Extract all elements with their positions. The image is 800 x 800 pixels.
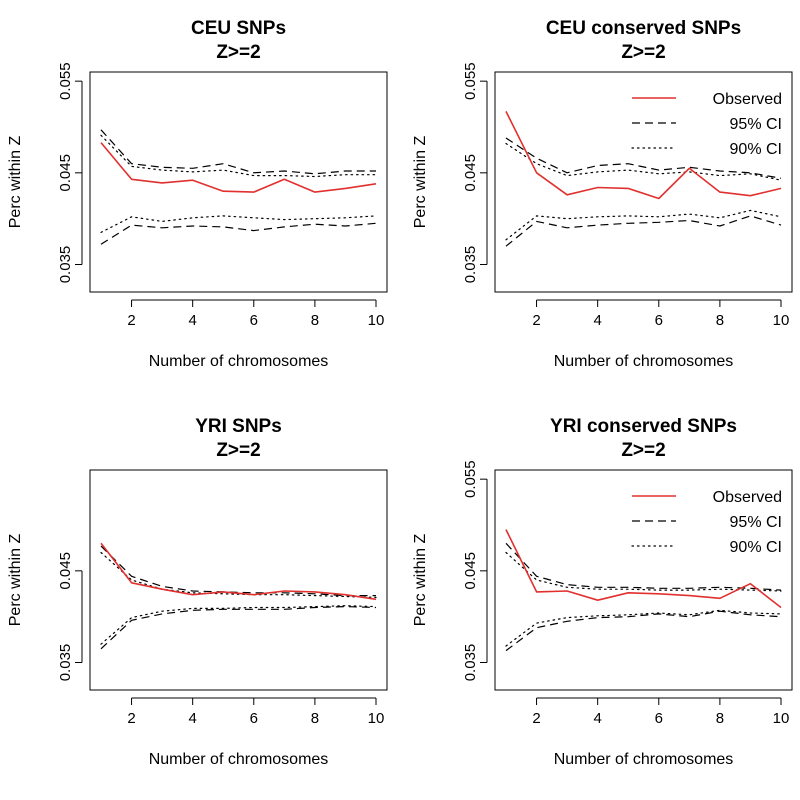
x-tick-label: 2 bbox=[532, 312, 540, 329]
legend-label-95-ci: 95% CI bbox=[730, 116, 782, 133]
x-axis-label: Number of chromosomes bbox=[149, 353, 329, 370]
x-tick-label: 8 bbox=[716, 312, 724, 329]
x-tick-label: 4 bbox=[593, 710, 601, 727]
series-line-90-ci bbox=[505, 209, 782, 241]
x-tick-label: 8 bbox=[716, 710, 724, 727]
chart-subtitle: Z>=2 bbox=[216, 42, 260, 63]
series-line-observed bbox=[100, 142, 377, 193]
x-tick-label: 8 bbox=[311, 710, 319, 727]
chart-subtitle: Z>=2 bbox=[216, 440, 260, 461]
y-tick-label: 0.035 bbox=[57, 246, 74, 284]
chart-title: YRI SNPs bbox=[195, 416, 282, 437]
series-line-95-ci bbox=[505, 137, 782, 179]
y-tick-label: 0.035 bbox=[462, 644, 479, 682]
legend-label-90-ci: 90% CI bbox=[730, 141, 782, 158]
legend-label-observed: Observed bbox=[713, 489, 782, 506]
plot-frame bbox=[89, 469, 388, 691]
y-tick-label: 0.035 bbox=[57, 644, 74, 682]
series-line-90-ci bbox=[505, 551, 782, 592]
series-line-95-ci bbox=[505, 215, 782, 247]
chart-panel-2: CEU conserved SNPs Z>=2 2 4 6 8 10 Number of ch… bbox=[412, 18, 793, 370]
x-tick-label: 8 bbox=[311, 312, 319, 329]
series-line-95-ci bbox=[100, 129, 376, 175]
chart-subtitle: Z>=2 bbox=[621, 440, 665, 461]
x-tick-label: 4 bbox=[188, 312, 196, 329]
x-tick-label: 2 bbox=[127, 312, 135, 329]
series-line-90-ci bbox=[100, 605, 377, 645]
x-tick-label: 10 bbox=[773, 312, 790, 329]
plot-frame bbox=[494, 71, 793, 293]
x-tick-label: 10 bbox=[368, 312, 385, 329]
chart-title: YRI conserved SNPs bbox=[550, 416, 737, 437]
series-line-observed bbox=[505, 111, 782, 200]
series-line-90-ci bbox=[100, 134, 377, 178]
x-tick-label: 4 bbox=[188, 710, 196, 727]
y-tick-label: 0.055 bbox=[462, 62, 479, 100]
y-tick-label: 0.045 bbox=[462, 154, 479, 192]
chart-subtitle: Z>=2 bbox=[621, 42, 665, 63]
chart-panel-4: YRI conserved SNPs Z>=2 2 4 6 8 10 Number of ch… bbox=[412, 416, 793, 768]
x-tick-label: 6 bbox=[250, 710, 258, 727]
y-axis-label: Perc within Z bbox=[7, 136, 24, 229]
series-line-95-ci bbox=[100, 605, 377, 650]
chart-title: CEU SNPs bbox=[191, 18, 286, 39]
chart-title: CEU conserved SNPs bbox=[546, 18, 741, 39]
series-line-observed bbox=[100, 542, 377, 601]
series-line-95-ci bbox=[100, 222, 377, 245]
legend-label-95-ci: 95% CI bbox=[730, 514, 782, 531]
series-line-95-ci bbox=[505, 610, 782, 652]
x-axis-label: Number of chromosomes bbox=[149, 751, 329, 768]
y-axis-label: Perc within Z bbox=[412, 534, 429, 627]
x-tick-label: 2 bbox=[532, 710, 540, 727]
y-tick-label: 0.035 bbox=[462, 246, 479, 284]
x-axis-label: Number of chromosomes bbox=[554, 353, 734, 370]
y-tick-label: 0.055 bbox=[462, 460, 479, 498]
plot-frame bbox=[494, 469, 793, 691]
y-axis-label: Perc within Z bbox=[7, 534, 24, 627]
x-tick-label: 2 bbox=[127, 710, 135, 727]
series-line-observed bbox=[505, 529, 782, 609]
y-tick-label: 0.045 bbox=[462, 552, 479, 590]
series-line-90-ci bbox=[505, 609, 782, 647]
series-line-90-ci bbox=[100, 215, 377, 233]
legend-label-90-ci: 90% CI bbox=[730, 539, 782, 556]
plot-frame bbox=[89, 71, 388, 293]
x-axis-label: Number of chromosomes bbox=[554, 751, 734, 768]
x-tick-label: 10 bbox=[368, 710, 385, 727]
y-tick-label: 0.045 bbox=[57, 552, 74, 590]
x-tick-label: 10 bbox=[773, 710, 790, 727]
chart-panel-3: YRI SNPs Z>=2 2 4 6 8 10 Number of chromosomes 0… bbox=[7, 416, 388, 768]
y-tick-label: 0.055 bbox=[57, 62, 74, 100]
y-tick-label: 0.045 bbox=[57, 154, 74, 192]
x-tick-label: 6 bbox=[655, 710, 663, 727]
series-line-95-ci bbox=[100, 545, 376, 597]
series-line-90-ci bbox=[100, 551, 377, 599]
legend: Observed 95% CI 90% CI bbox=[631, 91, 782, 158]
y-axis-label: Perc within Z bbox=[412, 136, 429, 229]
legend: Observed 95% CI 90% CI bbox=[631, 489, 782, 556]
x-tick-label: 6 bbox=[655, 312, 663, 329]
x-tick-label: 4 bbox=[593, 312, 601, 329]
chart-panel-1: CEU SNPs Z>=2 2 4 6 8 10 Number of chromosomes 0… bbox=[7, 18, 388, 370]
legend-label-observed: Observed bbox=[713, 91, 782, 108]
x-tick-label: 6 bbox=[250, 312, 258, 329]
series-line-90-ci bbox=[505, 142, 782, 181]
